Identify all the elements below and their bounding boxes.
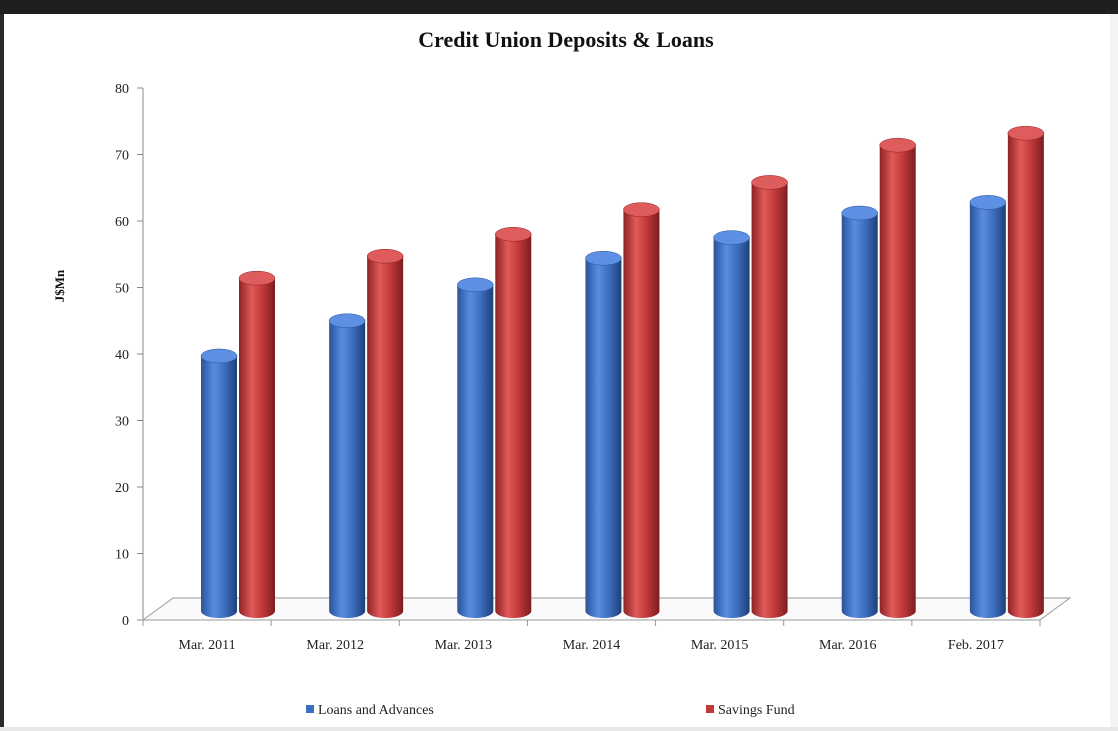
axes: 0 10 20 30 40 50 60 70 80	[115, 82, 144, 629]
bar-top	[1007, 125, 1045, 141]
legend-label: Savings Fund	[718, 703, 795, 718]
bar-body	[457, 284, 494, 619]
bar-body	[751, 182, 788, 619]
y-axis-label: J$Mn	[52, 269, 67, 302]
bar-top	[841, 205, 878, 221]
legend-label: Loans and Advances	[318, 703, 434, 718]
y-tick-label: 40	[115, 348, 129, 363]
y-tick-label: 50	[115, 282, 129, 297]
bar-body	[239, 278, 275, 618]
bar-savings	[751, 175, 788, 619]
bar-body	[1007, 133, 1044, 619]
bar-body	[969, 202, 1006, 619]
bar-loans	[328, 313, 366, 619]
x-tick-label: Mar. 2014	[563, 638, 621, 653]
bar-top	[457, 277, 494, 293]
x-tick-label: Mar. 2011	[179, 638, 236, 653]
right-edge	[1110, 14, 1118, 731]
bar-loans	[713, 230, 750, 619]
x-tick-label: Mar. 2015	[691, 638, 749, 653]
left-border	[0, 14, 4, 731]
legend-swatch	[706, 705, 714, 713]
bar-loans	[457, 277, 494, 619]
bar-savings	[879, 137, 916, 619]
bar-top	[200, 348, 238, 364]
y-tick-label: 30	[115, 415, 129, 430]
legend: Loans and Advances Savings Fund	[306, 703, 795, 718]
bar-body	[623, 209, 660, 619]
bar-loans	[841, 205, 878, 619]
legend-swatch	[306, 705, 314, 713]
bar-top	[713, 230, 750, 245]
y-tick-label: 10	[115, 548, 129, 563]
bar-body	[367, 256, 404, 619]
bar-body	[495, 234, 532, 619]
bar-top	[366, 248, 404, 264]
bar-loans	[585, 250, 622, 619]
bar-loans	[969, 195, 1007, 619]
bar-savings	[495, 227, 532, 619]
bar-savings	[238, 270, 276, 618]
bar-top	[328, 313, 366, 328]
y-tick-label: 20	[115, 481, 129, 496]
x-tick-label: Mar. 2012	[306, 638, 364, 653]
bar-loans	[200, 348, 238, 618]
y-tick-label: 60	[115, 215, 129, 230]
bar-top	[751, 175, 788, 190]
bar-savings	[623, 202, 660, 619]
bar-top	[969, 195, 1007, 210]
y-tick-label: 70	[115, 149, 129, 164]
x-tick-label: Feb. 2017	[948, 638, 1004, 653]
bar-body	[585, 258, 622, 619]
bars	[200, 125, 1045, 619]
bar-top	[238, 270, 276, 286]
top-border	[0, 0, 1118, 14]
x-tick-label: Mar. 2013	[435, 638, 493, 653]
y-tick-label: 0	[122, 614, 129, 629]
bar-top	[879, 137, 916, 153]
bar-body	[879, 145, 916, 619]
y-tick-label: 80	[115, 82, 129, 97]
chart-title: Credit Union Deposits & Loans	[418, 27, 714, 52]
bar-top	[495, 227, 532, 242]
bar-body	[329, 320, 366, 619]
bar-body	[201, 355, 237, 618]
bar-top	[623, 202, 660, 217]
bar-body	[713, 237, 750, 619]
bar-body	[841, 213, 878, 619]
x-tick-labels: Mar. 2011 Mar. 2012 Mar. 2013 Mar. 2014 Mar.…	[179, 638, 1004, 653]
x-tick-label: Mar. 2016	[819, 638, 877, 653]
bottom-edge	[0, 727, 1118, 731]
bar-savings	[1007, 125, 1045, 619]
bar-top	[585, 250, 622, 266]
bar-savings	[366, 248, 404, 619]
